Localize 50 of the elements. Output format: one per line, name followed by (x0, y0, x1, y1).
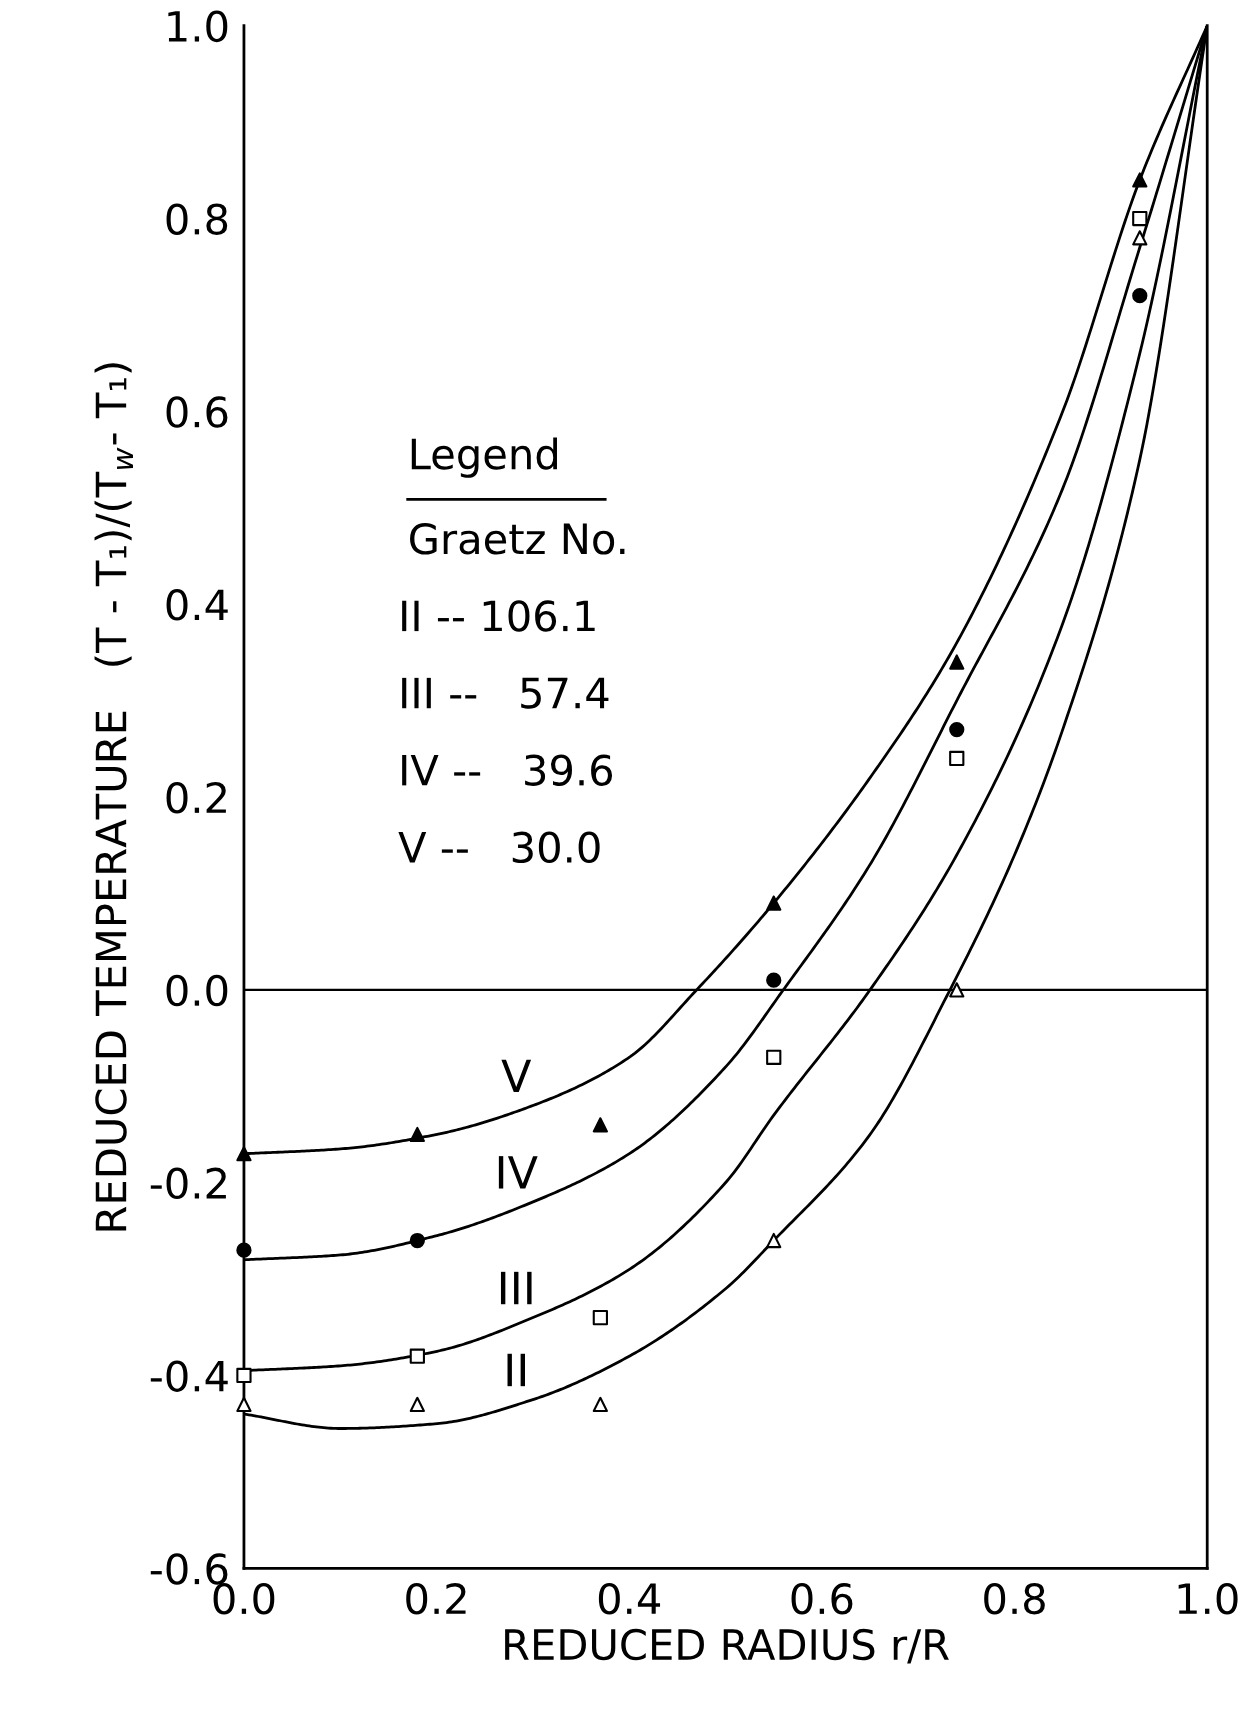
y-tick-label: 0.4 (166, 589, 228, 621)
x-tick-label: 0.0 (213, 1582, 275, 1615)
point (766, 1049, 782, 1065)
x-tick-label: 1.0 (1178, 1582, 1238, 1615)
annotation: Graetz No. (410, 523, 625, 555)
series-label: II (507, 1353, 525, 1387)
point (592, 1117, 608, 1133)
point (409, 1232, 425, 1249)
point (949, 982, 965, 998)
point (766, 1232, 782, 1249)
x-tick-label: 0.4 (598, 1582, 661, 1615)
point (409, 1126, 425, 1143)
x-tick-label: 0.6 (791, 1582, 853, 1615)
point (949, 750, 965, 767)
point (1132, 172, 1148, 188)
y-tick-label: 0.2 (166, 781, 226, 814)
point (236, 1396, 252, 1413)
series-label: V (501, 1059, 532, 1093)
annotation: IV -- 39.6 (402, 754, 613, 786)
y-tick-label: 0.8 (166, 203, 228, 235)
y-tick-label: 0.6 (166, 396, 228, 428)
point (766, 895, 782, 911)
point (592, 1310, 608, 1326)
point (409, 1396, 425, 1413)
series-label: III (500, 1271, 532, 1305)
point (949, 721, 965, 738)
y-tick-label: -0.6 (150, 1553, 228, 1585)
point (409, 1348, 425, 1364)
point (236, 1367, 252, 1384)
y-tick-label: 1.0 (168, 10, 228, 43)
point (1132, 210, 1148, 227)
y-tick-label: -0.2 (150, 1167, 226, 1200)
series-label: IV (498, 1156, 538, 1189)
y-axis-title: REDUCED TEMPERATURE (T - T₁)/(T$_{w}$- T₁) (94, 363, 133, 1231)
x-tick-label: 0.8 (984, 1582, 1045, 1615)
point (766, 972, 782, 988)
point (1132, 288, 1148, 304)
annotation: V -- 30.0 (398, 831, 600, 864)
point (949, 654, 965, 670)
x-tick-label: 0.2 (406, 1582, 466, 1615)
annotation: Legend (411, 437, 557, 478)
y-tick-label: -0.4 (150, 1360, 228, 1392)
point (236, 1146, 252, 1162)
x-axis-title: REDUCED RADIUS r/R (505, 1628, 949, 1664)
point (236, 1242, 252, 1258)
point (592, 1396, 608, 1413)
annotation: II -- 106.1 (402, 600, 595, 632)
annotation: III -- 57.4 (402, 677, 609, 709)
y-tick-label: 0.0 (166, 974, 228, 1007)
point (1132, 230, 1148, 246)
